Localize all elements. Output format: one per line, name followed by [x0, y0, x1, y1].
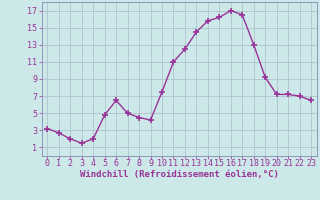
X-axis label: Windchill (Refroidissement éolien,°C): Windchill (Refroidissement éolien,°C): [80, 170, 279, 179]
